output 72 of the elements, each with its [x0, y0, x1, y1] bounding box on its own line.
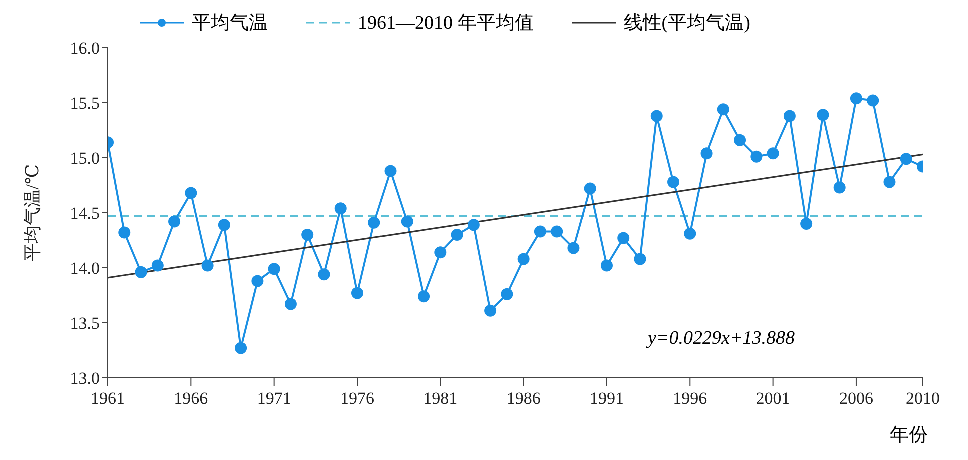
point [384, 165, 397, 178]
point [634, 253, 646, 266]
x-tick-label: 1971 [257, 389, 292, 408]
y-tick-label: 13.5 [70, 314, 100, 334]
point [734, 134, 746, 146]
point [551, 226, 564, 238]
x-tick-label: 1991 [590, 389, 624, 408]
point [501, 288, 514, 300]
point [202, 260, 214, 272]
point [867, 94, 880, 107]
point [351, 287, 364, 300]
point [185, 187, 198, 200]
point [850, 92, 862, 105]
y-tick-label: 14.0 [70, 259, 100, 278]
x-tick-label: 2001 [756, 389, 790, 408]
x-tick-label: 1976 [340, 389, 374, 408]
point [334, 202, 347, 215]
point [650, 110, 663, 122]
point [834, 182, 846, 194]
point [717, 104, 730, 116]
y-axis-title: 平均气温/℃ [22, 164, 42, 262]
point [534, 226, 546, 238]
point [767, 148, 780, 160]
point [817, 109, 830, 122]
point [600, 260, 613, 272]
point [618, 232, 630, 244]
point [401, 216, 414, 228]
point [700, 148, 713, 160]
x-tick-label: 1981 [424, 389, 458, 408]
y-tick-label: 15.0 [70, 149, 100, 168]
point [284, 298, 297, 310]
point [118, 226, 131, 239]
y-tick-label: 15.5 [70, 94, 100, 114]
point [252, 275, 264, 288]
point [268, 263, 280, 276]
point [418, 290, 430, 303]
point [302, 229, 314, 241]
point [568, 242, 580, 254]
point [584, 182, 596, 195]
y-tick-label: 14.5 [70, 204, 100, 224]
point [484, 304, 497, 317]
x-tick-label: 2006 [839, 389, 874, 408]
point [884, 176, 896, 188]
y-tick-label: 13.0 [70, 369, 100, 388]
x-tick-label: 1966 [174, 389, 208, 408]
x-tick-label: 1996 [673, 389, 708, 408]
point [451, 229, 464, 241]
point [784, 110, 796, 122]
y-tick-label: 16.0 [70, 39, 100, 58]
point [434, 246, 447, 259]
point [900, 153, 912, 166]
point [684, 228, 696, 240]
legend-label: 线性(平均气温) [624, 12, 750, 36]
legend-label: 1961—2010 年平均值 [358, 12, 534, 36]
point [468, 219, 480, 232]
point [368, 216, 380, 229]
point [218, 219, 230, 232]
x-axis-title: 年份 [890, 424, 928, 448]
legend-label: 平均气温 [192, 12, 268, 36]
x-tick-label: 1986 [506, 389, 541, 408]
point [235, 342, 248, 354]
point [668, 176, 680, 188]
point [800, 218, 813, 230]
point [318, 268, 330, 281]
annotation: y=0.0229x+13.888 [648, 328, 796, 350]
point [152, 260, 164, 272]
x-tick-label: 1961 [91, 389, 125, 408]
point [168, 216, 181, 228]
x-tick-label: 2010 [906, 389, 940, 408]
point [518, 253, 530, 266]
point [750, 150, 763, 163]
point [135, 266, 148, 278]
